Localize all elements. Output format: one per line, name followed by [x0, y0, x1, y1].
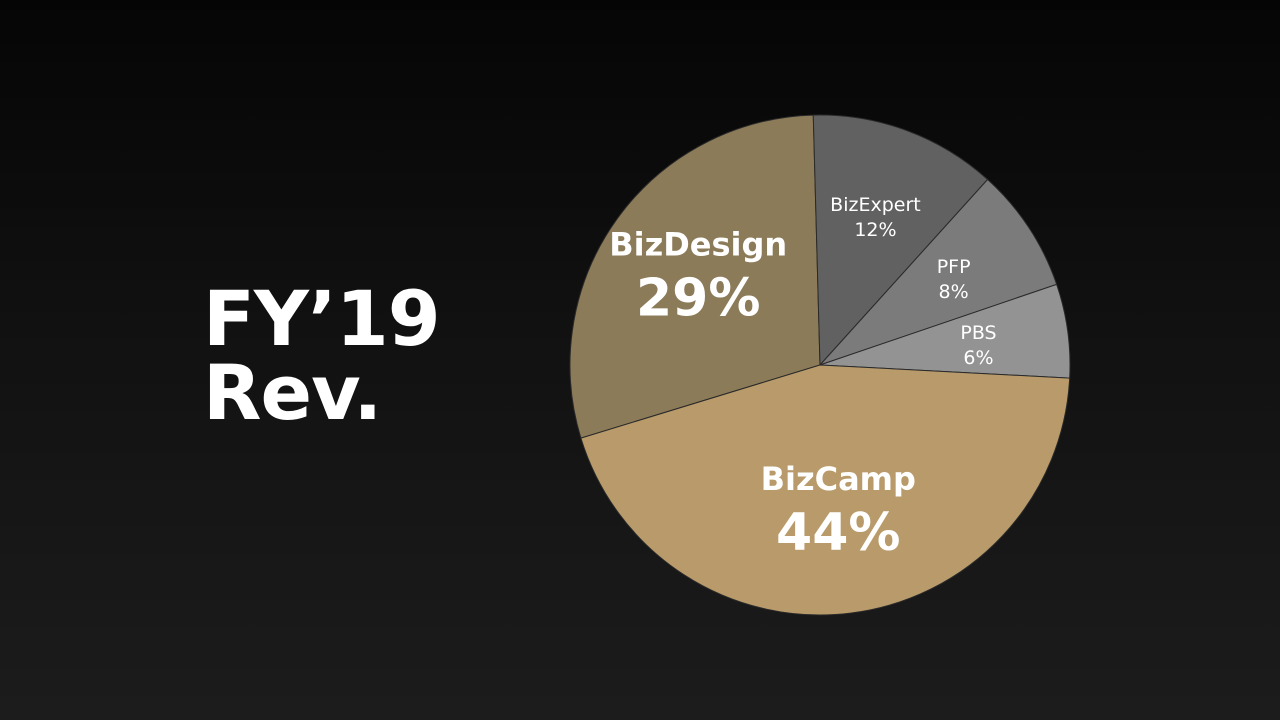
slide-title-line2: Rev. [203, 348, 382, 437]
pie-labels: BizDesign 29% BizExpert 12% PFP 8% PBS 6% BizCam… [609, 194, 996, 563]
slice-label-bizcamp: BizCamp [761, 460, 916, 498]
slice-label-bizdesign: BizDesign [609, 225, 787, 263]
pie-slice-bizcamp [580, 364, 1071, 616]
slice-label-pfp: PFP [937, 256, 971, 278]
slice-value-pfp: 8% [939, 281, 969, 303]
slide-title: FY’19 Rev. [203, 274, 441, 437]
slice-label-bizexpert: BizExpert [830, 194, 921, 216]
slice-value-pbs: 6% [963, 347, 993, 369]
slice-value-bizexpert: 12% [854, 219, 896, 241]
pie-slice-bizexpert [812, 114, 989, 367]
pie-slice-bizdesign [569, 114, 821, 439]
slice-value-bizcamp: 44% [776, 503, 900, 563]
pie-slices [569, 114, 1071, 616]
slice-value-bizdesign: 29% [636, 268, 760, 328]
slice-label-pbs: PBS [960, 322, 996, 344]
slide-title-line1: FY’19 [203, 274, 441, 363]
pie-slice-pfp [818, 178, 1058, 367]
